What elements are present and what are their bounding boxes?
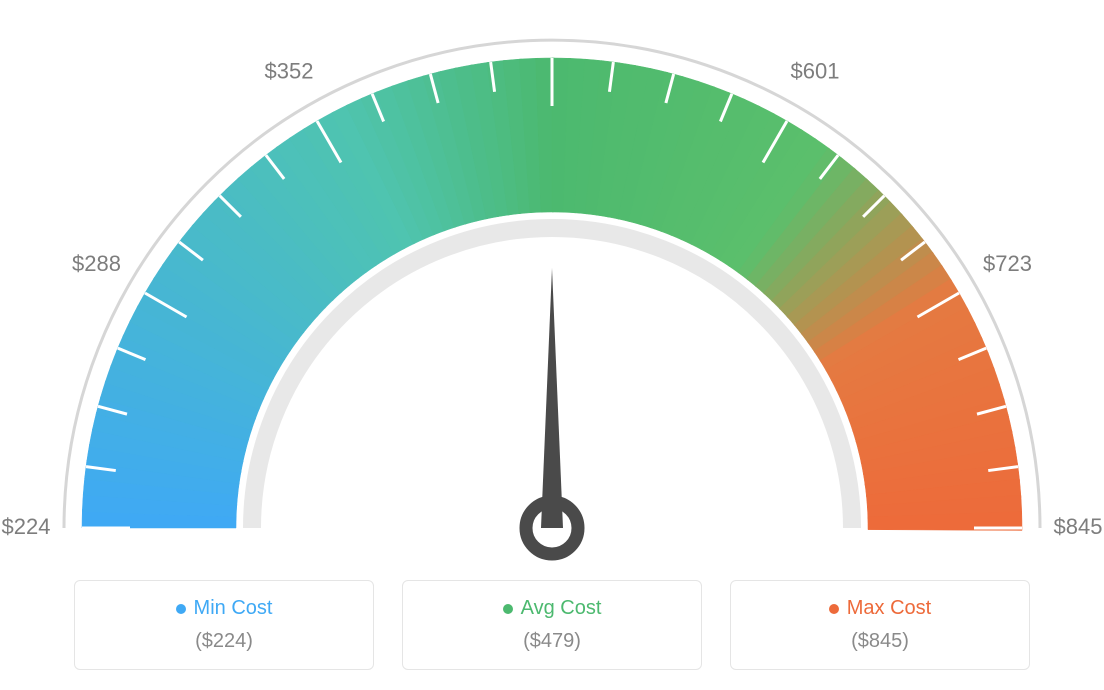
legend-label: Max Cost bbox=[847, 597, 931, 620]
legend-dot-max bbox=[829, 604, 839, 614]
tick-label: $352 bbox=[265, 58, 314, 83]
tick-label: $601 bbox=[791, 58, 840, 83]
legend-dot-min bbox=[176, 604, 186, 614]
legend-card-max: Max Cost ($845) bbox=[730, 580, 1030, 670]
tick-label: $224 bbox=[2, 514, 51, 539]
tick-label: $479 bbox=[528, 10, 577, 13]
tick-label: $845 bbox=[1054, 514, 1103, 539]
legend-card-avg: Avg Cost ($479) bbox=[402, 580, 702, 670]
gauge-svg: $224 $288 $352 $479 $601 $723 $845 bbox=[0, 10, 1104, 580]
legend-row: Min Cost ($224) Avg Cost ($479) Max Cost ($84… bbox=[0, 580, 1104, 670]
legend-value: ($845) bbox=[731, 630, 1029, 653]
legend-value: ($224) bbox=[75, 630, 373, 653]
needle bbox=[541, 268, 563, 528]
legend-dot-avg bbox=[503, 604, 513, 614]
legend-label-line: Max Cost bbox=[731, 597, 1029, 620]
tick-label: $723 bbox=[983, 251, 1032, 276]
legend-card-min: Min Cost ($224) bbox=[74, 580, 374, 670]
legend-label: Avg Cost bbox=[521, 597, 602, 620]
legend-value: ($479) bbox=[403, 630, 701, 653]
gauge-chart: $224 $288 $352 $479 $601 $723 $845 bbox=[0, 10, 1104, 580]
legend-label-line: Min Cost bbox=[75, 597, 373, 620]
tick-label: $288 bbox=[72, 251, 121, 276]
legend-label-line: Avg Cost bbox=[403, 597, 701, 620]
legend-label: Min Cost bbox=[194, 597, 273, 620]
